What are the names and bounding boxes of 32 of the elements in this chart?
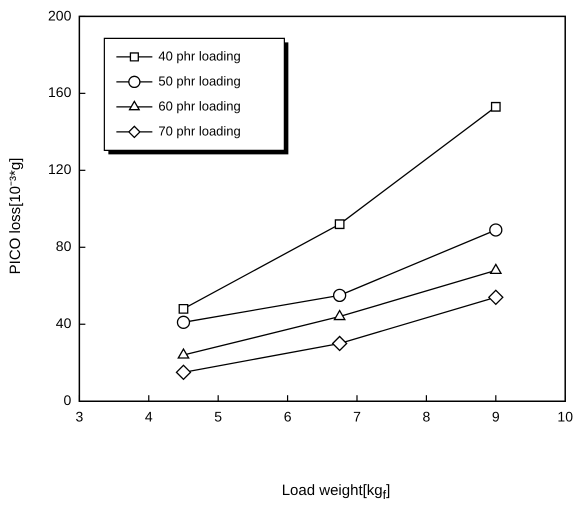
x-tick-label: 7 [353, 408, 362, 424]
point [178, 304, 188, 314]
point [334, 219, 345, 230]
y-tick-label: 200 [48, 7, 72, 24]
point [178, 348, 190, 359]
y-tick-label: 0 [64, 392, 72, 408]
legend-label: 50 phr loading [158, 73, 241, 88]
y-tick-label: 120 [48, 161, 72, 178]
x-tick-label: 6 [284, 408, 292, 424]
y-tick-label: 40 [56, 315, 72, 332]
x-tick-label: 3 [75, 408, 84, 424]
x-tick-label: 9 [492, 408, 500, 424]
legend-label: 60 phr loading [158, 98, 241, 114]
y-tick-label: 80 [56, 238, 72, 254]
point [176, 316, 190, 329]
point [332, 336, 348, 352]
x-tick-label: 8 [422, 408, 430, 424]
y-axis-title: PICO loss[10⁻³*g] [6, 158, 24, 274]
point [490, 264, 502, 274]
point [334, 310, 346, 320]
point [332, 288, 346, 302]
legend-label: 40 phr loading [158, 48, 241, 64]
point [489, 223, 502, 237]
x-tick-label: 5 [214, 408, 222, 424]
point [488, 290, 504, 305]
x-axis-title: Load weight[kg$_{f}$] [280, 482, 392, 502]
x-tick-label: 4 [144, 408, 153, 424]
point [490, 102, 501, 112]
x-tick-label: 10 [557, 408, 574, 424]
y-tick-label: 160 [48, 84, 72, 100]
legend-label: 70 phr loading [158, 123, 241, 138]
point [176, 364, 192, 380]
